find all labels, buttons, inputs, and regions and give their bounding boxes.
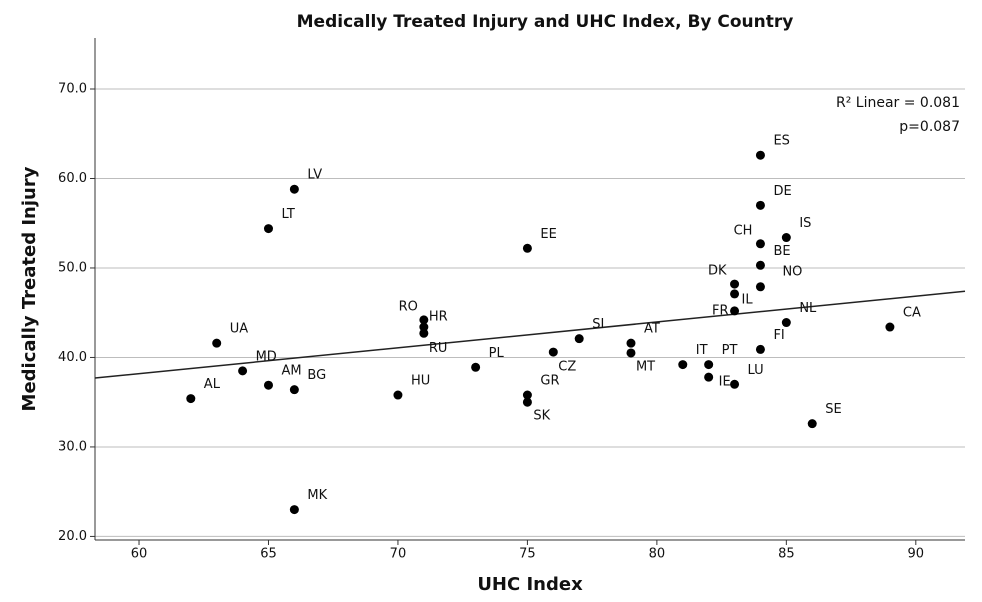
point (289, 184, 299, 194)
point (289, 505, 299, 515)
point (704, 372, 714, 382)
point-label: IL (742, 292, 754, 307)
point-label: IT (696, 343, 708, 358)
point-label: HU (411, 374, 430, 389)
point-label: FR (712, 303, 729, 318)
point-label: LU (748, 363, 764, 378)
point-label: AT (644, 322, 660, 337)
x-tick-label: 80 (649, 547, 666, 562)
point-label: FI (773, 328, 784, 343)
point-label: NL (799, 301, 817, 316)
x-tick-label: 75 (519, 547, 536, 562)
point-label: DK (708, 264, 727, 279)
point (730, 289, 740, 299)
x-tick-label: 90 (908, 547, 925, 562)
point (807, 419, 817, 429)
point-label: DE (773, 184, 791, 199)
point (548, 347, 558, 357)
point-label: MD (256, 349, 277, 364)
point (522, 243, 532, 253)
point-label: BG (307, 368, 326, 383)
point-label: CA (903, 306, 921, 321)
y-tick-label: 20.0 (58, 529, 87, 544)
y-axis-label: Medically Treated Injury (19, 166, 40, 411)
y-tick-label: 40.0 (58, 350, 87, 365)
point (755, 239, 765, 249)
point-label: IE (719, 375, 731, 390)
point (755, 282, 765, 292)
x-tick-label: 85 (778, 547, 795, 562)
point (755, 344, 765, 354)
point (781, 233, 791, 243)
annotation: R² Linear = 0.081 (836, 95, 960, 111)
x-tick-label: 60 (131, 547, 148, 562)
point (393, 390, 403, 400)
point-label: PT (722, 343, 738, 358)
x-axis-label: UHC Index (477, 574, 583, 595)
point (419, 315, 429, 325)
point (730, 279, 740, 289)
point-label: EE (540, 227, 556, 242)
point (574, 334, 584, 344)
point (238, 366, 248, 376)
point-label: RO (399, 299, 418, 314)
point-label: CH (734, 223, 753, 238)
point (730, 379, 740, 389)
point (678, 360, 688, 370)
point-label: ES (773, 134, 789, 149)
point-label: UA (230, 322, 249, 337)
point-label: AM (281, 364, 301, 379)
point-label: MT (636, 359, 655, 374)
point (626, 338, 636, 348)
point-label: RU (429, 341, 448, 356)
point (419, 322, 429, 332)
point-label: SI (592, 317, 604, 332)
y-tick-label: 70.0 (58, 82, 87, 97)
point (755, 200, 765, 210)
point (755, 150, 765, 160)
point-label: LT (281, 207, 294, 222)
point-label: SE (825, 402, 841, 417)
fit-line (94, 290, 966, 379)
point-label: NO (782, 264, 802, 279)
point-label: HR (429, 310, 448, 325)
point-label: IS (799, 216, 811, 231)
point-label: CZ (558, 360, 576, 375)
y-tick-label: 50.0 (58, 260, 87, 275)
annotation: p=0.087 (899, 119, 960, 135)
chart-title: Medically Treated Injury and UHC Index, … (297, 12, 794, 32)
point (263, 380, 273, 390)
x-tick-label: 70 (390, 547, 407, 562)
point (730, 306, 740, 316)
point (289, 385, 299, 395)
point (781, 318, 791, 328)
point (522, 390, 532, 400)
y-tick-label: 60.0 (58, 171, 87, 186)
point (186, 394, 196, 404)
point (419, 328, 429, 338)
point-label: PL (489, 346, 505, 361)
point-label: BE (773, 244, 790, 259)
y-tick-label: 30.0 (58, 439, 87, 454)
point-label: SK (533, 409, 550, 424)
point-label: AL (204, 377, 221, 392)
point (755, 260, 765, 270)
point-label: LV (307, 168, 322, 183)
point (626, 348, 636, 358)
point (885, 322, 895, 332)
point (522, 397, 532, 407)
point-label: MK (307, 488, 327, 503)
point (263, 224, 273, 234)
point (471, 362, 481, 372)
point (212, 338, 222, 348)
point-label: GR (540, 374, 559, 389)
point (704, 360, 714, 370)
x-tick-label: 65 (260, 547, 277, 562)
